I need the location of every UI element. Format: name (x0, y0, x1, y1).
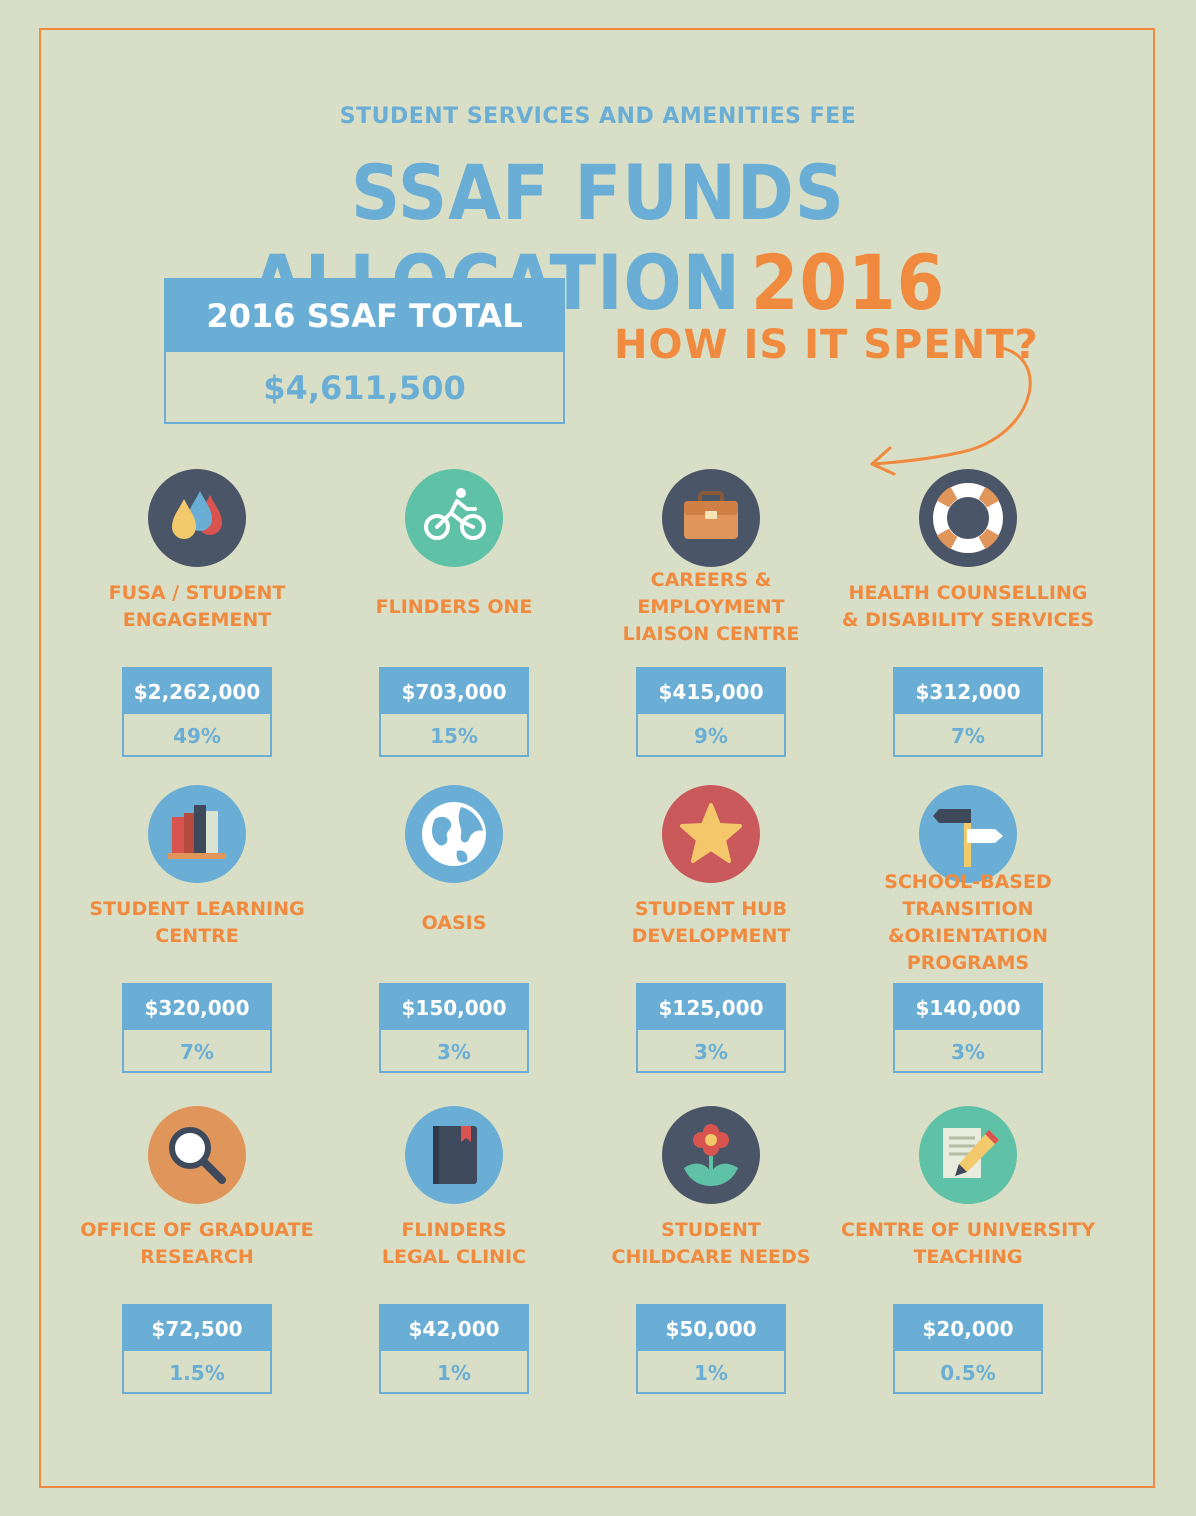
item-name: STUDENT LEARNING CENTRE (89, 898, 305, 947)
item-percent: 9% (694, 723, 728, 748)
item-name: OFFICE OF GRADUATE RESEARCH (80, 1219, 314, 1268)
notebook-icon (405, 1106, 503, 1204)
briefcase-icon (662, 469, 760, 567)
item-amount: $150,000 (381, 985, 527, 1030)
item-amount: $2,262,000 (124, 669, 270, 714)
lifebuoy-icon (919, 469, 1017, 567)
curved-arrow-icon (870, 346, 1032, 476)
item-name: CAREERS & EMPLOYMENT LIAISON CENTRE (622, 568, 800, 645)
item-amount: $320,000 (124, 985, 270, 1030)
books-icon (148, 785, 246, 883)
amount-card: $320,000 7% (122, 983, 272, 1073)
border-frame (39, 28, 1155, 1488)
item-amount: $20,000 (895, 1306, 1041, 1351)
item-amount: $125,000 (638, 985, 784, 1030)
item-name: FUSA / STUDENT ENGAGEMENT (108, 582, 286, 631)
item-percent: 0.5% (940, 1360, 996, 1385)
item-percent: 3% (437, 1039, 471, 1064)
item-name: STUDENT CHILDCARE NEEDS (611, 1219, 811, 1268)
amount-card: $415,000 9% (636, 667, 786, 757)
pencil-paper-icon (919, 1106, 1017, 1204)
amount-card: $125,000 3% (636, 983, 786, 1073)
item-amount: $72,500 (124, 1306, 270, 1351)
item-amount: $42,000 (381, 1306, 527, 1351)
item-percent: 49% (173, 723, 221, 748)
amount-card: $72,500 1.5% (122, 1304, 272, 1394)
item-name: SCHOOL-BASED TRANSITION &ORIENTATION PRO… (884, 871, 1051, 974)
total-label: 2016 SSAF TOTAL (166, 280, 563, 352)
item-amount: $312,000 (895, 669, 1041, 714)
item-percent: 3% (951, 1039, 985, 1064)
flower-icon (662, 1106, 760, 1204)
amount-card: $703,000 15% (379, 667, 529, 757)
title-year: 2016 (750, 238, 946, 327)
amount-card: $42,000 1% (379, 1304, 529, 1394)
amount-card: $50,000 1% (636, 1304, 786, 1394)
total-box: 2016 SSAF TOTAL $4,611,500 (164, 278, 565, 424)
item-amount: $50,000 (638, 1306, 784, 1351)
globe-icon (405, 785, 503, 883)
item-amount: $140,000 (895, 985, 1041, 1030)
cyclist-icon (405, 469, 503, 567)
amount-card: $20,000 0.5% (893, 1304, 1043, 1394)
total-value: $4,611,500 (263, 369, 466, 407)
item-percent: 7% (951, 723, 985, 748)
water-drops-icon (148, 469, 246, 567)
item-name: FLINDERS LEGAL CLINIC (381, 1219, 527, 1268)
item-name: CENTRE OF UNIVERSITY TEACHING (841, 1219, 1095, 1268)
item-name: STUDENT HUB DEVELOPMENT (631, 898, 791, 947)
item-name: OASIS (421, 911, 487, 934)
amount-card: $150,000 3% (379, 983, 529, 1073)
signpost-icon (919, 785, 1017, 883)
item-percent: 1% (437, 1360, 471, 1385)
item-percent: 15% (430, 723, 478, 748)
magnifier-icon (148, 1106, 246, 1204)
item-amount: $415,000 (638, 669, 784, 714)
item-name: HEALTH COUNSELLING & DISABILITY SERVICES (841, 582, 1095, 631)
item-percent: 7% (180, 1039, 214, 1064)
item-percent: 3% (694, 1039, 728, 1064)
how-label: HOW IS IT SPENT? (614, 322, 1039, 368)
subtitle: STUDENT SERVICES AND AMENITIES FEE (339, 104, 857, 129)
amount-card: $140,000 3% (893, 983, 1043, 1073)
star-icon (662, 785, 760, 883)
item-amount: $703,000 (381, 669, 527, 714)
item-name: FLINDERS ONE (375, 595, 533, 618)
item-percent: 1% (694, 1360, 728, 1385)
item-percent: 1.5% (169, 1360, 225, 1385)
amount-card: $2,262,000 49% (122, 667, 272, 757)
amount-card: $312,000 7% (893, 667, 1043, 757)
